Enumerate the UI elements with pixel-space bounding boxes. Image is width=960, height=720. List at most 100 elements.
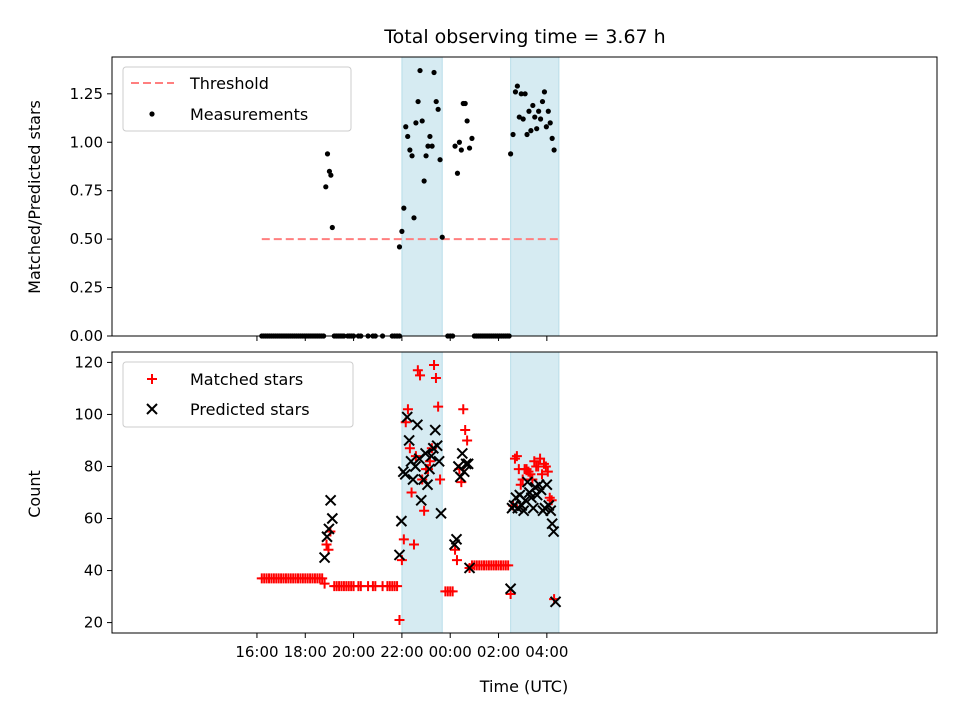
predicted-star-point xyxy=(463,562,476,574)
predicted-star-point xyxy=(423,463,436,475)
matched-star-point xyxy=(404,443,415,454)
measurement-point xyxy=(323,184,329,190)
measurement-point xyxy=(514,83,520,89)
matched-star-point xyxy=(540,461,551,472)
predicted-star-point xyxy=(525,491,538,504)
predicted-star-point xyxy=(399,468,411,480)
measurement-point xyxy=(524,131,530,138)
top-y-tick-label: 0.75 xyxy=(70,182,103,200)
predicted-star-point xyxy=(411,419,424,431)
chart-title: Total observing time = 3.67 h xyxy=(383,26,665,48)
matched-star-point xyxy=(406,487,417,498)
predicted-star-point xyxy=(545,505,557,517)
matched-star-point xyxy=(462,435,473,446)
matched-star-point xyxy=(525,469,536,480)
top-shaded-interval xyxy=(401,56,443,337)
x-tick-label: 16:00 xyxy=(235,643,278,661)
bottom-legend-box xyxy=(122,361,354,428)
measurement-point xyxy=(415,98,421,105)
predicted-star-point xyxy=(326,512,339,525)
predicted-star-point xyxy=(421,478,434,491)
measurement-point xyxy=(399,228,405,234)
measurement-point xyxy=(458,147,464,153)
predicted-star-point xyxy=(504,583,517,595)
predicted-star-point xyxy=(521,476,534,488)
matched-star-point xyxy=(412,365,423,376)
top-y-axis-label: Matched/Predicted stars xyxy=(25,100,44,294)
matched-star-point xyxy=(542,466,553,477)
top-y-tick-label: 1.25 xyxy=(70,85,103,103)
measurement-point xyxy=(401,205,407,211)
x-tick-label: 20:00 xyxy=(332,643,375,661)
measurement-point xyxy=(545,108,551,114)
matched-star-point xyxy=(537,469,548,480)
matched-star-point xyxy=(408,539,419,550)
measurement-point xyxy=(462,100,468,107)
measurement-point xyxy=(539,98,546,105)
measurement-point xyxy=(328,172,334,178)
predicted-star-point xyxy=(403,434,415,447)
x-tick-label: 02:00 xyxy=(477,643,520,661)
predicted-star-point xyxy=(393,549,406,561)
top-panel: 0.00 0.25 0.50 0.75 1.00 1.25 xyxy=(70,56,938,345)
matched-star-point xyxy=(321,539,332,550)
matched-star-point xyxy=(422,464,433,475)
matched-star-point xyxy=(451,555,462,566)
measurement-point xyxy=(429,143,435,149)
predicted-star-point xyxy=(415,494,427,507)
matched-star-point xyxy=(419,505,430,516)
measurement-point xyxy=(417,67,423,74)
measurement-point xyxy=(454,170,461,176)
measurement-point xyxy=(549,135,555,141)
matched-star-point xyxy=(447,586,458,597)
bottom-y-tick-label: 20 xyxy=(84,614,103,632)
predicted-star-point xyxy=(429,424,441,436)
measurement-point xyxy=(423,153,429,159)
measurement-point xyxy=(541,89,548,95)
predicted-star-point xyxy=(456,447,469,460)
measurement-point xyxy=(466,145,473,151)
bottom-y-tick-label: 60 xyxy=(84,510,103,528)
predicted-star-point xyxy=(407,473,419,486)
bottom-legend: Matched stars Predicted stars xyxy=(122,361,354,428)
matched-star-point xyxy=(511,451,522,462)
measurement-point xyxy=(526,108,532,114)
measurement-point xyxy=(324,151,331,157)
x-axis-label: Time (UTC) xyxy=(479,677,568,696)
measurement-point xyxy=(421,178,427,184)
predicted-star-point xyxy=(527,502,540,514)
predicted-legend-label: Predicted stars xyxy=(190,400,310,419)
measurement-point xyxy=(437,157,443,163)
predicted-star-point xyxy=(419,447,432,460)
matched-star-point xyxy=(392,581,403,592)
predicted-star-point xyxy=(549,596,562,608)
bottom-panel: 20 40 60 80 100 120 16:00 18:00 20:00 22:00 00:00 0… xyxy=(74,351,938,661)
bottom-panel-frame xyxy=(111,351,938,634)
matched-star-point xyxy=(458,404,469,415)
predicted-star-point xyxy=(323,523,335,535)
measurement-point xyxy=(419,118,425,124)
measurement-point xyxy=(518,91,524,97)
matched-star-point xyxy=(417,474,428,485)
predicted-star-point xyxy=(431,439,443,452)
matched-star-point xyxy=(319,578,330,589)
measurement-point xyxy=(528,128,534,134)
measurement-point xyxy=(512,89,519,95)
predicted-star-point xyxy=(462,458,474,470)
top-shaded-interval xyxy=(510,56,560,337)
predicted-star-point xyxy=(395,515,408,527)
measurement-point xyxy=(433,98,439,105)
x-tick-label: 22:00 xyxy=(380,643,423,661)
x-tick-label: 00:00 xyxy=(429,643,472,661)
measurement-point xyxy=(427,133,433,140)
bottom-y-tick-label: 120 xyxy=(74,353,103,371)
measurement-point xyxy=(456,139,462,145)
measurement-point xyxy=(407,147,413,153)
measurement-point xyxy=(510,131,516,138)
measurement-point xyxy=(551,147,557,153)
measurement-point xyxy=(439,234,445,240)
measurement-point xyxy=(547,120,553,126)
bottom-y-axis-label: Count xyxy=(25,470,44,518)
top-y-tick-label: 0.50 xyxy=(70,230,103,248)
